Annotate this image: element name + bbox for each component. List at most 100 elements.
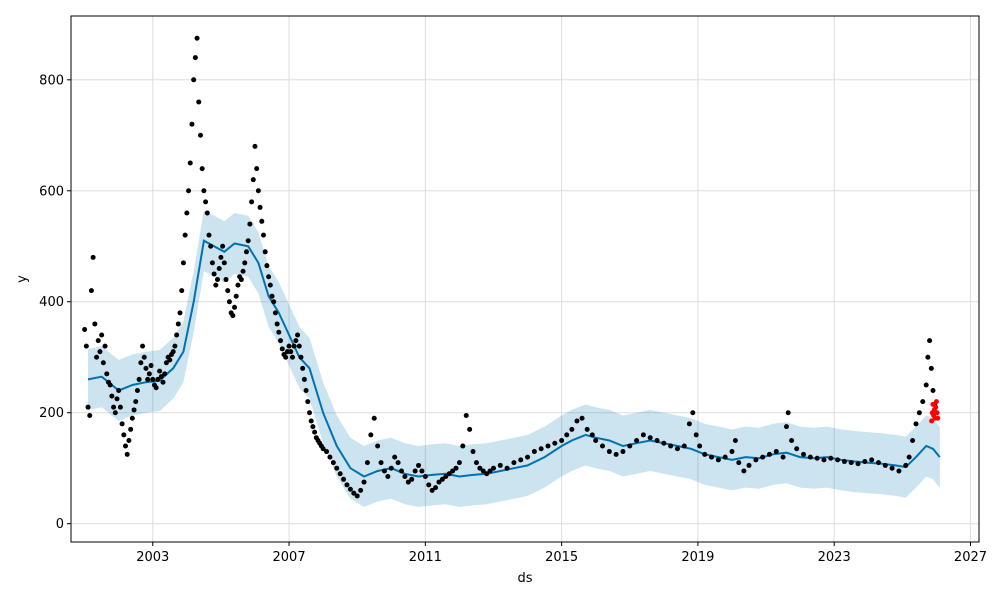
- observed-point: [697, 443, 703, 449]
- observed-point: [186, 188, 192, 194]
- y-axis-ticks: 0 200 400 600 800: [39, 73, 71, 532]
- observed-point: [255, 188, 261, 194]
- observed-point: [487, 468, 493, 474]
- observed-point: [146, 371, 152, 377]
- observed-point: [640, 432, 646, 438]
- observed-point: [368, 432, 374, 438]
- observed-point: [334, 465, 340, 471]
- observed-point: [177, 310, 183, 316]
- observed-point: [203, 199, 209, 205]
- observed-point: [801, 451, 807, 457]
- observed-point: [209, 260, 215, 266]
- observed-point: [722, 454, 728, 460]
- observed-point: [729, 449, 735, 455]
- observed-point: [300, 365, 306, 371]
- observed-point: [855, 461, 861, 467]
- observed-point: [301, 376, 307, 382]
- observed-point: [882, 462, 888, 468]
- observed-point: [143, 365, 149, 371]
- observed-point: [192, 55, 198, 61]
- observed-point: [286, 343, 292, 349]
- observed-point: [140, 343, 146, 349]
- observed-point: [715, 457, 721, 463]
- observed-point: [732, 437, 738, 443]
- observed-point: [206, 232, 212, 238]
- observed-point: [559, 437, 565, 443]
- observed-point: [310, 424, 316, 430]
- observed-point: [569, 426, 575, 432]
- y-tick-label: 600: [39, 184, 64, 199]
- observed-point: [930, 388, 936, 394]
- observed-point: [240, 268, 246, 274]
- observed-point: [107, 382, 113, 388]
- observed-point: [341, 476, 347, 482]
- observed-point: [690, 410, 696, 416]
- observed-point: [378, 460, 384, 466]
- observed-point: [392, 454, 398, 460]
- observed-point: [264, 263, 270, 269]
- observed-point: [875, 460, 881, 466]
- y-tick-label: 0: [56, 517, 64, 532]
- observed-point: [766, 451, 772, 457]
- observed-point: [337, 471, 343, 477]
- observed-point: [681, 443, 687, 449]
- observed-point: [780, 454, 786, 460]
- observed-point: [155, 376, 161, 382]
- observed-point: [126, 437, 132, 443]
- observed-point: [278, 338, 284, 344]
- observed-point: [620, 449, 626, 455]
- grid: [71, 16, 979, 542]
- observed-point: [225, 288, 231, 294]
- observed-point: [484, 471, 490, 477]
- observed-point: [835, 457, 841, 463]
- observed-point: [167, 357, 173, 363]
- observed-point: [97, 349, 103, 355]
- observed-point: [249, 199, 255, 205]
- observed-point: [153, 385, 159, 391]
- observed-point: [896, 468, 902, 474]
- observed-point: [783, 424, 789, 430]
- observed-point: [199, 166, 205, 172]
- observed-point: [807, 454, 813, 460]
- observed-point: [112, 410, 118, 416]
- observed-point: [174, 332, 180, 338]
- observed-point: [456, 460, 462, 466]
- observed-point: [133, 399, 139, 405]
- observed-point: [305, 399, 311, 405]
- observed-point: [189, 121, 195, 127]
- observed-point: [320, 446, 326, 452]
- observed-point: [848, 460, 854, 466]
- observed-point: [243, 249, 249, 255]
- observed-point: [409, 476, 415, 482]
- observed-point: [215, 277, 221, 283]
- observed-point: [794, 446, 800, 452]
- observed-point: [531, 449, 537, 455]
- observed-point: [298, 354, 304, 360]
- observed-point: [257, 204, 263, 210]
- observed-point: [216, 265, 222, 271]
- y-tick-label: 200: [39, 406, 64, 421]
- observed-point: [467, 426, 473, 432]
- observed-point: [906, 454, 912, 460]
- observed-point: [172, 343, 178, 349]
- observed-point: [254, 166, 260, 172]
- observed-point: [463, 412, 469, 418]
- observed-point: [211, 271, 217, 277]
- observed-point: [102, 343, 108, 349]
- observed-point: [923, 382, 929, 388]
- observed-point: [95, 338, 101, 344]
- observed-point: [266, 274, 272, 280]
- x-tick-label: 2023: [818, 550, 851, 565]
- observed-point: [220, 243, 226, 249]
- highlight-point: [933, 404, 939, 410]
- observed-point: [92, 321, 98, 327]
- observed-point: [235, 282, 241, 288]
- observed-point: [245, 238, 251, 244]
- observed-point: [288, 349, 294, 355]
- observed-point: [194, 35, 200, 41]
- observed-point: [416, 462, 422, 468]
- observed-point: [736, 460, 742, 466]
- observed-point: [686, 421, 692, 427]
- observed-point: [661, 440, 667, 446]
